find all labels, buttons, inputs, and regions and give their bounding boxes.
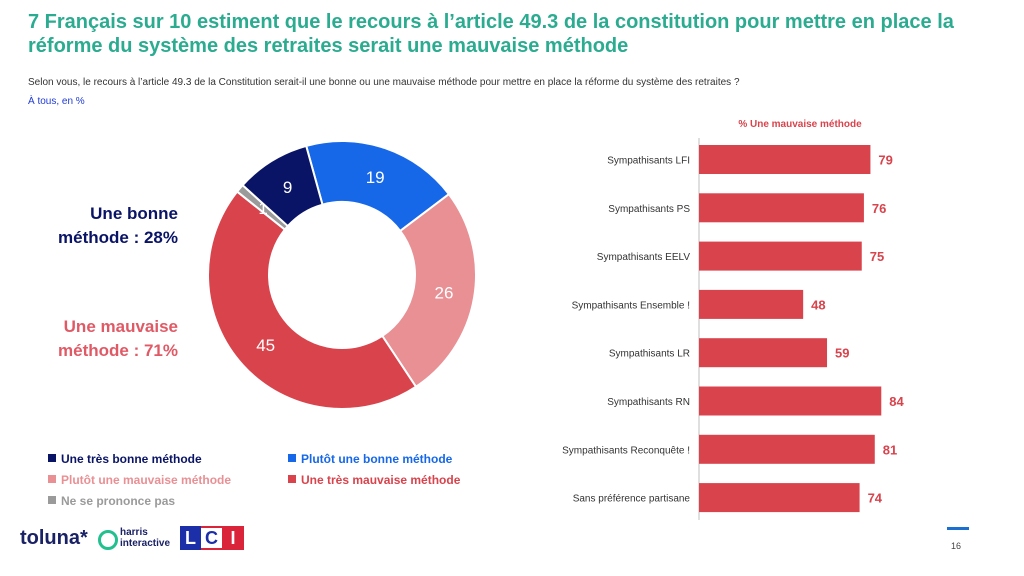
legend-label: Plutôt une bonne méthode <box>301 452 453 466</box>
bar <box>699 483 860 513</box>
bar-category-label: Sans préférence partisane <box>573 494 691 505</box>
bar-category-label: Sympathisants EELV <box>597 252 691 263</box>
bar <box>699 289 804 319</box>
bar-category-label: Sympathisants Reconquête ! <box>562 445 690 456</box>
bar-value-label: 75 <box>870 249 884 264</box>
bar <box>699 386 882 416</box>
legend-label: Une très mauvaise méthode <box>301 473 461 487</box>
lci-letter: C <box>201 526 222 550</box>
bar <box>699 193 864 223</box>
donut-slice <box>380 192 477 389</box>
legend-swatch <box>48 496 56 504</box>
summary-good: Une bonne méthode : 28% <box>58 204 178 247</box>
summary-bad: Une mauvaise méthode : 71% <box>58 317 178 360</box>
bar-value-label: 59 <box>835 346 849 361</box>
bar <box>699 241 862 271</box>
bar-value-label: 81 <box>883 442 897 457</box>
legend-swatch <box>48 475 56 483</box>
base-note: À tous, en % <box>28 96 85 107</box>
bar-category-label: Sympathisants Ensemble ! <box>572 300 690 311</box>
bar <box>699 338 828 368</box>
bar-value-label: 74 <box>868 491 883 506</box>
bar-category-label: Sympathisants PS <box>608 204 690 215</box>
toluna-logo: toluna* <box>20 527 88 549</box>
page-number: 16 <box>951 541 962 551</box>
donut-value-label: 9 <box>283 178 292 197</box>
donut-value-label: 1 <box>258 199 267 218</box>
legend-item: Une très mauvaise méthode <box>288 473 460 487</box>
donut-slice <box>207 190 418 410</box>
donut-value-label: 45 <box>256 336 275 355</box>
page-title: 7 Français sur 10 estiment que le recour… <box>28 11 954 57</box>
legend-label: Une très bonne méthode <box>61 452 202 466</box>
bar-chart-title: % Une mauvaise méthode <box>738 119 862 130</box>
lci-letter: I <box>222 526 244 550</box>
bar <box>699 434 875 464</box>
bar-category-label: Sympathisants RN <box>607 397 690 408</box>
legend-swatch <box>288 475 296 483</box>
bar-category-label: Sympathisants LR <box>609 349 690 360</box>
bar-value-label: 79 <box>878 153 892 168</box>
legend-item: Plutôt une mauvaise méthode <box>48 473 231 487</box>
bar-value-label: 84 <box>889 394 904 409</box>
legend-label: Ne se prononce pas <box>61 494 176 508</box>
bar-value-label: 48 <box>811 297 825 312</box>
legend-swatch <box>288 454 296 462</box>
lci-letter: L <box>180 526 201 550</box>
legend-swatch <box>48 454 56 462</box>
harris-logo-text: harris interactive <box>120 527 171 549</box>
page-accent-bar <box>947 527 969 530</box>
legend-item: Ne se prononce pas <box>48 494 175 508</box>
harris-ring-icon <box>98 530 118 550</box>
bar-value-label: 76 <box>872 201 886 216</box>
legend-item: Une très bonne méthode <box>48 452 202 466</box>
donut-slice <box>241 144 324 228</box>
donut-value-label: 19 <box>366 168 385 187</box>
bar-category-label: Sympathisants LFI <box>607 156 690 167</box>
survey-question: Selon vous, le recours à l’article 49.3 … <box>28 77 740 88</box>
bar <box>699 145 871 174</box>
lci-logo: L C I <box>180 526 244 550</box>
donut-value-label: 26 <box>435 283 454 302</box>
legend-label: Plutôt une mauvaise méthode <box>61 473 232 487</box>
legend-item: Plutôt une bonne méthode <box>288 452 452 466</box>
